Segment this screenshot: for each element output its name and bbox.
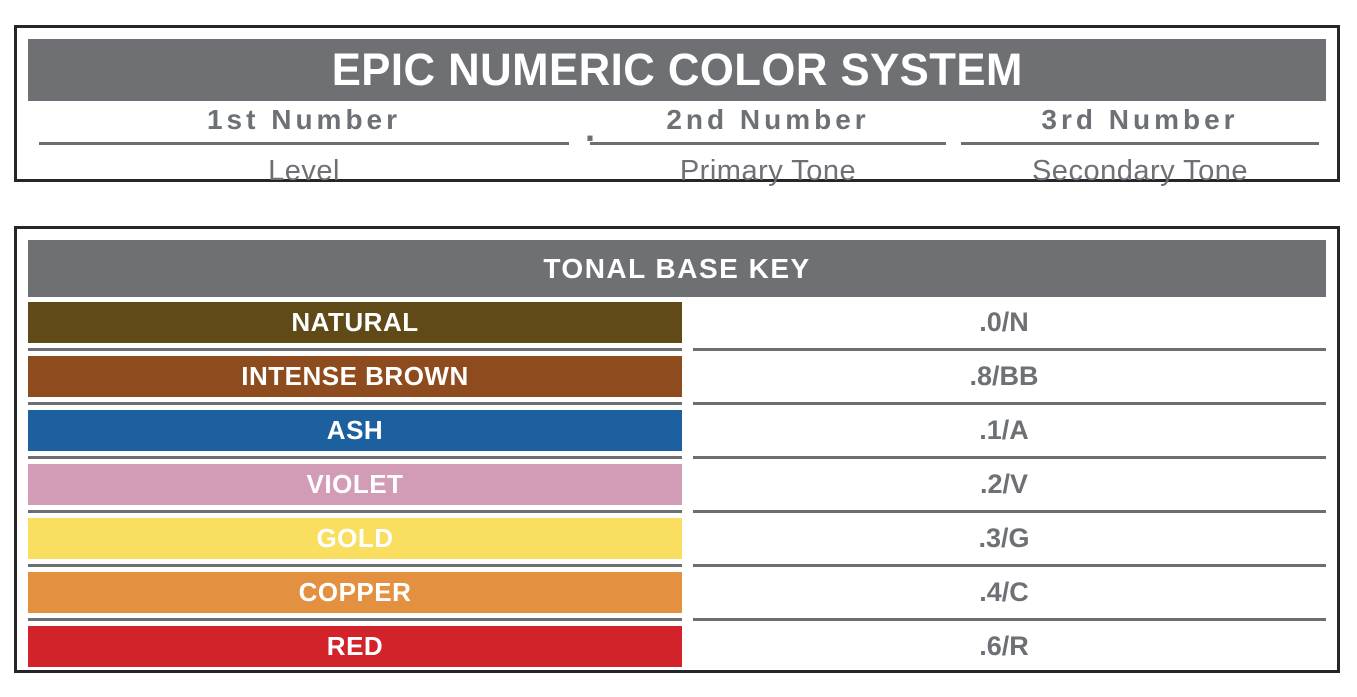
tonal-row: COPPER .4/C: [17, 572, 1337, 626]
tonal-row: RED .6/R: [17, 626, 1337, 680]
row-divider-left: [28, 618, 682, 621]
tone-code-value: .8/BB: [969, 361, 1039, 391]
tone-name-label: ASH: [326, 415, 384, 445]
column-2nd-number: 2nd Number Primary Tone: [590, 105, 946, 188]
tone-swatch-gold: GOLD: [28, 518, 682, 559]
tonal-row: ASH .1/A: [17, 410, 1337, 464]
column-tone-label: Secondary Tone: [1031, 155, 1249, 187]
column-number-heading: 2nd Number: [666, 104, 870, 135]
column-underline: [39, 142, 569, 145]
tone-name-label: COPPER: [298, 577, 412, 607]
row-divider-left: [28, 564, 682, 567]
tone-name-label: VIOLET: [306, 469, 404, 499]
tonal-row: VIOLET .2/V: [17, 464, 1337, 518]
row-divider-right: [693, 348, 1326, 351]
tone-swatch-natural: NATURAL: [28, 302, 682, 343]
tone-swatch-violet: VIOLET: [28, 464, 682, 505]
row-divider-left: [28, 402, 682, 405]
tone-code-value: .4/C: [979, 577, 1029, 607]
tone-name-label: RED: [326, 631, 384, 661]
tonal-base-key-header-bar: TONAL BASE KEY: [28, 240, 1326, 297]
column-underline: [590, 142, 946, 145]
tone-swatch-red: RED: [28, 626, 682, 667]
tone-code-value: .1/A: [979, 415, 1029, 445]
column-3rd-number: 3rd Number Secondary Tone: [961, 105, 1319, 188]
color-system-panel: EPIC NUMERIC COLOR SYSTEM 1st Number Lev…: [14, 25, 1340, 187]
tonal-rows: NATURAL .0/N INTENSE BROWN .8/BB ASH .1/A VIOL…: [17, 302, 1337, 680]
tone-swatch-intense-brown: INTENSE BROWN: [28, 356, 682, 397]
tone-name-label: INTENSE BROWN: [241, 361, 469, 391]
tone-code-value: .2/V: [979, 469, 1029, 499]
tone-code-value: .0/N: [979, 307, 1029, 337]
color-system-header-bar: EPIC NUMERIC COLOR SYSTEM: [28, 39, 1326, 101]
column-tone-label: Level: [268, 155, 340, 187]
tone-name-label: GOLD: [316, 523, 394, 553]
tone-code-value: .3/G: [978, 523, 1030, 553]
tonal-row: NATURAL .0/N: [17, 302, 1337, 356]
tonal-base-key-panel: TONAL BASE KEY NATURAL .0/N INTENSE BROWN.…: [14, 226, 1340, 673]
decimal-point-separator: .: [584, 108, 595, 149]
tone-swatch-copper: COPPER: [28, 572, 682, 613]
row-divider-right: [693, 618, 1326, 621]
column-number-heading: 3rd Number: [1041, 104, 1239, 135]
row-divider-right: [693, 510, 1326, 513]
tonal-row: INTENSE BROWN .8/BB: [17, 356, 1337, 410]
tone-name-label: NATURAL: [291, 307, 419, 337]
row-divider-right: [693, 402, 1326, 405]
column-tone-label: Primary Tone: [679, 155, 857, 187]
column-number-heading: 1st Number: [206, 104, 402, 135]
tone-swatch-ash: ASH: [28, 410, 682, 451]
column-1st-number: 1st Number Level: [39, 105, 569, 188]
tone-code-value: .6/R: [979, 631, 1029, 661]
tonal-base-key-title: TONAL BASE KEY: [543, 252, 811, 284]
tonal-row: GOLD .3/G: [17, 518, 1337, 572]
row-divider-left: [28, 348, 682, 351]
row-divider-right: [693, 564, 1326, 567]
row-divider-left: [28, 510, 682, 513]
row-divider-left: [28, 456, 682, 459]
column-underline: [961, 142, 1319, 145]
row-divider-right: [693, 456, 1326, 459]
color-system-title: EPIC NUMERIC COLOR SYSTEM: [331, 44, 1023, 95]
